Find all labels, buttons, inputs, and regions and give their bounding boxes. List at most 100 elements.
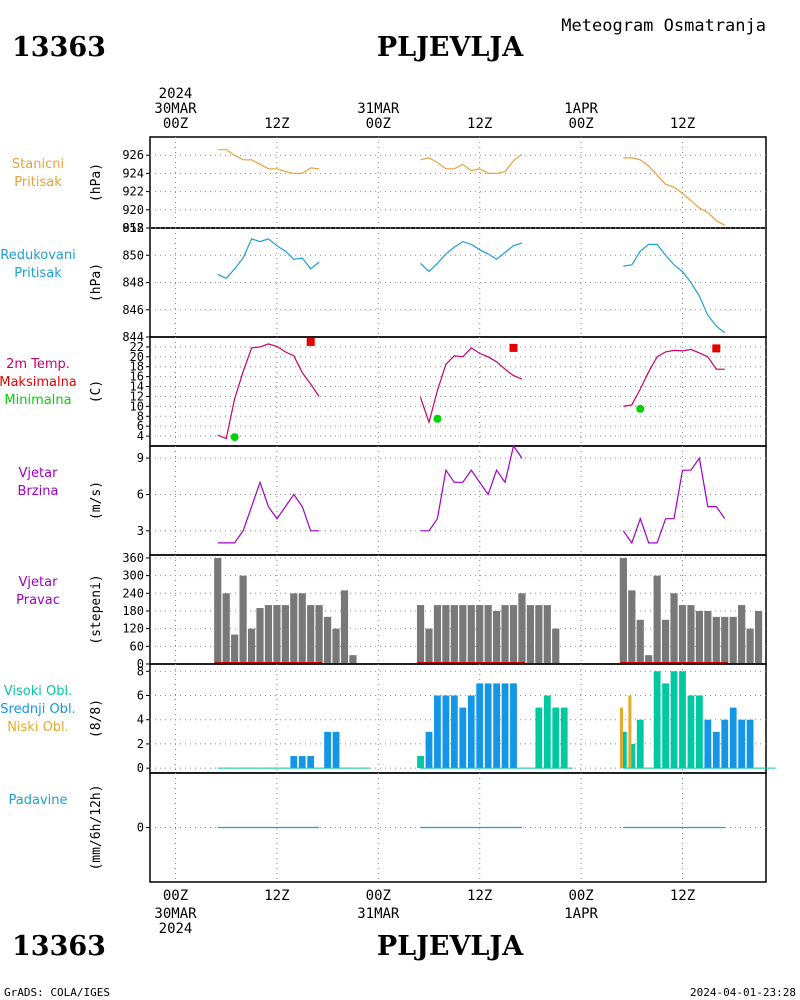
unit-label: (mm/6h/12h) xyxy=(89,784,104,870)
y-tick-label: 852 xyxy=(122,221,144,235)
direction-bar xyxy=(315,605,323,664)
tmin-marker xyxy=(230,433,239,442)
cloud-bar xyxy=(687,695,695,769)
top-date-label: 2024 xyxy=(159,86,193,102)
direction-bar xyxy=(636,619,644,664)
y-tick-label: 180 xyxy=(122,604,144,618)
series-line xyxy=(217,238,320,280)
y-tick-label: 60 xyxy=(130,639,144,653)
series-line xyxy=(420,444,523,532)
cloud-bar xyxy=(712,731,720,769)
direction-bar xyxy=(416,605,425,664)
panel-frame xyxy=(149,336,767,447)
direction-bar xyxy=(442,605,450,664)
cloud-bar xyxy=(467,695,475,769)
panel-precipitation: 0 (mm/6h/12h) Padavine xyxy=(9,772,767,883)
direction-bar xyxy=(239,575,247,664)
y-tick-label: 0 xyxy=(137,657,144,671)
direction-bar xyxy=(704,610,712,664)
panel-label: Pritisak xyxy=(14,266,62,281)
cloud-bar xyxy=(290,756,298,769)
cloud-bar xyxy=(434,695,441,769)
direction-bar xyxy=(290,593,298,664)
direction-bar xyxy=(712,616,720,664)
direction-bar xyxy=(222,593,230,664)
cloud-bar xyxy=(442,695,450,769)
direction-bar xyxy=(662,619,670,664)
direction-bar xyxy=(746,628,754,664)
direction-bar xyxy=(273,605,281,664)
direction-bar xyxy=(450,605,458,664)
panel-wind-direction: 0 60 120 180 240 300 360 (stepeni) Vjetar Pravac xyxy=(16,551,767,671)
y-tick-label: 6 xyxy=(137,419,144,433)
direction-bar xyxy=(518,593,526,664)
cloud-bar xyxy=(729,707,737,769)
y-tick-label: 20 xyxy=(130,350,144,364)
tmax-marker xyxy=(712,344,721,353)
cloud-bar xyxy=(307,756,315,769)
y-tick-label: 3 xyxy=(137,524,144,538)
cloud-bar xyxy=(746,719,754,769)
cloud-bar xyxy=(450,695,458,769)
direction-bar xyxy=(729,616,737,664)
product-title: Meteogram Osmatranja xyxy=(561,16,766,36)
panel-label: Maksimalna xyxy=(0,375,77,390)
bottom-tick-label: 00Z xyxy=(568,888,593,904)
tmin-marker xyxy=(433,414,442,423)
series-line xyxy=(623,157,726,226)
cloud-bar xyxy=(484,683,492,769)
y-tick-label: 16 xyxy=(130,370,144,384)
cloud-bar xyxy=(417,756,424,769)
cloud-bar xyxy=(510,683,517,769)
y-tick-label: 922 xyxy=(122,185,144,199)
panel-clouds: 0 2 4 6 8 (8/8) Visoki Obl. Srednji Obl. Niski O… xyxy=(0,663,776,775)
direction-bar xyxy=(484,605,492,664)
direction-bar xyxy=(695,610,703,664)
unit-label: (stepeni) xyxy=(89,574,104,644)
panel-frame xyxy=(149,136,767,229)
y-tick-label: 6 xyxy=(137,688,144,702)
y-tick-label: 2 xyxy=(137,737,144,751)
station-id-top: 13363 xyxy=(12,32,106,63)
direction-bar xyxy=(281,605,289,664)
series-line xyxy=(217,343,320,440)
cloud-bar xyxy=(476,683,484,769)
panel-label: Redukovani xyxy=(0,248,75,263)
panel-label: Vjetar xyxy=(19,575,59,590)
series-line xyxy=(420,240,523,273)
top-date-label: 31MAR xyxy=(357,101,400,117)
cloud-bar xyxy=(501,683,509,769)
direction-bar xyxy=(298,593,306,664)
direction-bar xyxy=(476,605,484,664)
timestamp-text: 2024-04-01-23:28 xyxy=(690,986,796,999)
top-tick-label: 00Z xyxy=(163,116,188,132)
cloud-bar xyxy=(535,707,543,769)
cloud-bar xyxy=(619,731,627,769)
direction-bar xyxy=(425,628,433,664)
cloud-bar xyxy=(721,719,729,769)
y-tick-label: 848 xyxy=(122,276,144,290)
cloud-bar xyxy=(704,719,712,769)
series-line xyxy=(419,347,523,425)
y-tick-label: 846 xyxy=(122,303,144,317)
cloud-bar xyxy=(662,683,669,769)
direction-bar xyxy=(619,557,627,664)
panel-label: Pritisak xyxy=(14,175,62,190)
direction-bar xyxy=(501,605,509,664)
y-tick-label: 8 xyxy=(137,409,144,423)
tmin-marker xyxy=(636,404,645,413)
y-tick-label: 4 xyxy=(137,713,144,727)
panel-label: Minimalna xyxy=(4,393,71,408)
bottom-date-label: 30MAR xyxy=(154,906,197,922)
unit-label: (8/8) xyxy=(89,699,104,738)
panel-label: Stanicni xyxy=(12,157,64,172)
series-line xyxy=(420,153,523,174)
top-tick-label: 00Z xyxy=(366,116,391,132)
panel-frame xyxy=(149,445,767,556)
unit-label: (hPa) xyxy=(89,163,104,202)
bottom-tick-label: 00Z xyxy=(163,888,188,904)
direction-bar xyxy=(231,634,239,664)
panel-label: Brzina xyxy=(18,484,59,499)
